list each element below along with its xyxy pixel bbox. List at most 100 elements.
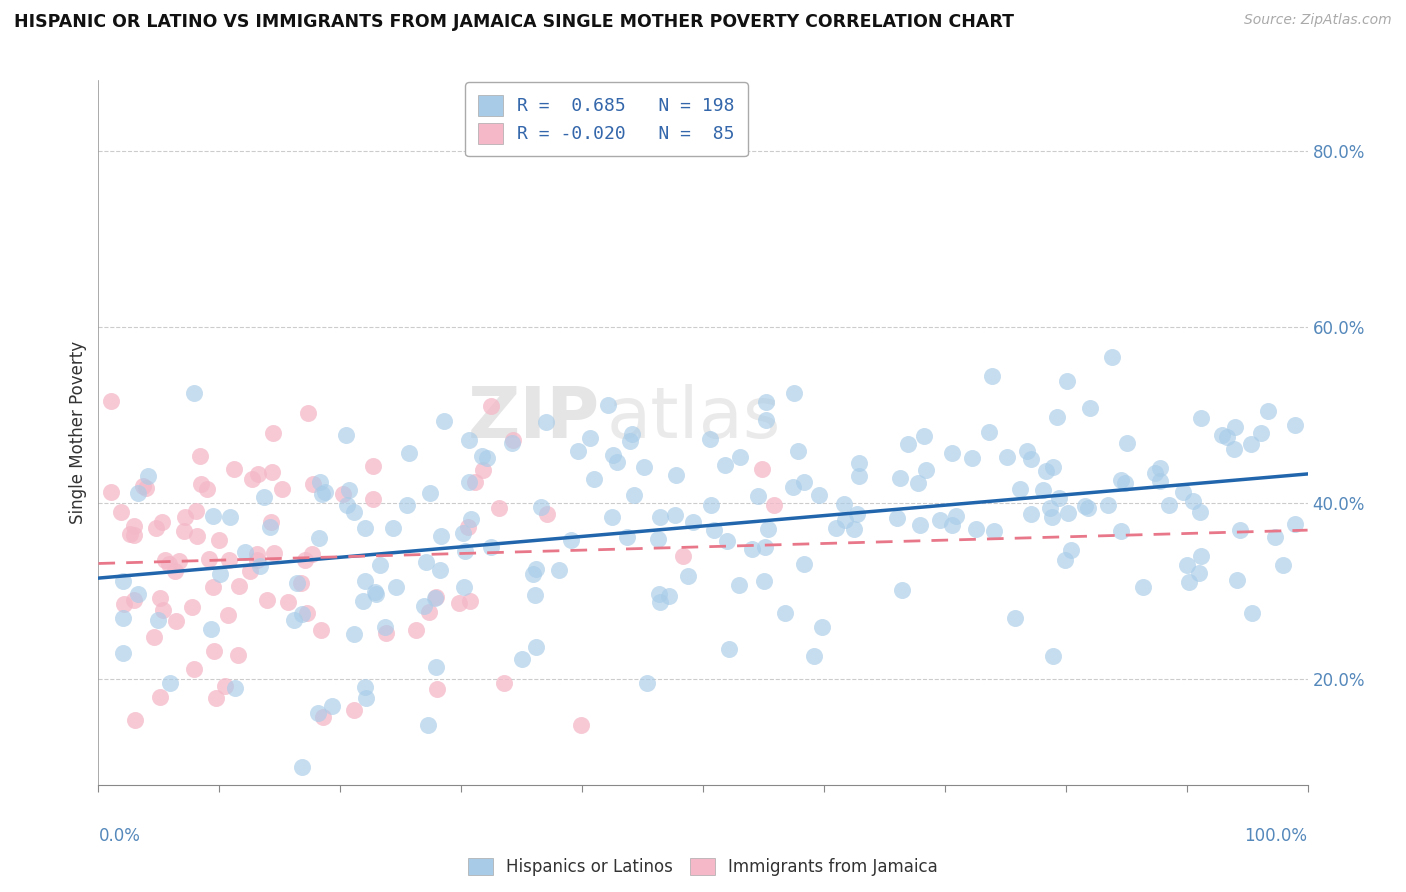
Point — [309, 623, 332, 637]
Point — [364, 587, 387, 601]
Point — [1004, 611, 1026, 625]
Point — [471, 450, 494, 464]
Point — [202, 509, 225, 524]
Point — [314, 484, 336, 499]
Text: Source: ZipAtlas.com: Source: ZipAtlas.com — [1244, 13, 1392, 28]
Point — [263, 546, 285, 560]
Point — [405, 623, 427, 637]
Text: 0.0%: 0.0% — [98, 827, 141, 846]
Point — [844, 522, 866, 536]
Point — [186, 529, 208, 543]
Point — [208, 567, 231, 582]
Point — [1240, 606, 1263, 620]
Point — [730, 450, 752, 464]
Point — [1101, 350, 1123, 364]
Point — [747, 489, 769, 503]
Point — [382, 521, 405, 535]
Point — [217, 607, 239, 622]
Point — [260, 516, 283, 530]
Point — [1042, 460, 1064, 475]
Point — [307, 706, 329, 720]
Point — [1049, 491, 1071, 506]
Point — [1229, 523, 1251, 537]
Point — [297, 606, 319, 620]
Point — [152, 603, 174, 617]
Point — [1223, 420, 1246, 434]
Point — [111, 646, 134, 660]
Point — [418, 718, 440, 732]
Point — [159, 675, 181, 690]
Point — [479, 400, 502, 414]
Point — [150, 516, 173, 530]
Point — [183, 386, 205, 401]
Point — [1109, 524, 1132, 539]
Point — [834, 513, 856, 527]
Point — [374, 620, 396, 634]
Point — [845, 507, 868, 521]
Point — [810, 620, 832, 634]
Text: atlas: atlas — [606, 384, 780, 453]
Point — [501, 436, 523, 450]
Point — [1284, 417, 1306, 432]
Point — [173, 524, 195, 538]
Point — [700, 498, 723, 512]
Point — [336, 498, 359, 512]
Point — [157, 558, 180, 572]
Point — [385, 580, 408, 594]
Point — [167, 554, 190, 568]
Point — [202, 644, 225, 658]
Point — [195, 482, 218, 496]
Point — [122, 518, 145, 533]
Point — [492, 676, 515, 690]
Point — [1060, 543, 1083, 558]
Point — [648, 587, 671, 601]
Point — [174, 510, 197, 524]
Point — [1077, 500, 1099, 515]
Point — [354, 680, 377, 694]
Point — [354, 521, 377, 535]
Point — [479, 540, 502, 554]
Point — [297, 406, 319, 420]
Point — [457, 433, 479, 447]
Point — [1178, 575, 1201, 590]
Point — [524, 640, 547, 654]
Point — [1078, 401, 1101, 416]
Point — [153, 553, 176, 567]
Point — [453, 526, 475, 541]
Point — [699, 432, 721, 446]
Point — [897, 436, 920, 450]
Point — [914, 463, 936, 477]
Point — [122, 592, 145, 607]
Point — [886, 511, 908, 525]
Point — [1097, 498, 1119, 512]
Point — [682, 515, 704, 529]
Point — [621, 427, 644, 442]
Point — [1114, 475, 1136, 490]
Point — [337, 483, 360, 497]
Point — [301, 547, 323, 561]
Point — [472, 463, 495, 477]
Point — [418, 605, 440, 619]
Point — [291, 607, 314, 621]
Point — [226, 648, 249, 663]
Point — [825, 521, 848, 535]
Point — [567, 444, 589, 458]
Point — [412, 599, 434, 614]
Point — [111, 610, 134, 624]
Point — [458, 594, 481, 608]
Point — [1211, 427, 1233, 442]
Point — [1188, 566, 1211, 580]
Point — [600, 510, 623, 524]
Point — [343, 703, 366, 717]
Point — [458, 475, 481, 490]
Point — [912, 429, 935, 443]
Point — [633, 459, 655, 474]
Point — [460, 511, 482, 525]
Point — [277, 595, 299, 609]
Point — [569, 718, 592, 732]
Point — [1053, 553, 1076, 567]
Point — [1173, 485, 1195, 500]
Point — [100, 394, 122, 409]
Point — [233, 545, 256, 559]
Point — [741, 542, 763, 557]
